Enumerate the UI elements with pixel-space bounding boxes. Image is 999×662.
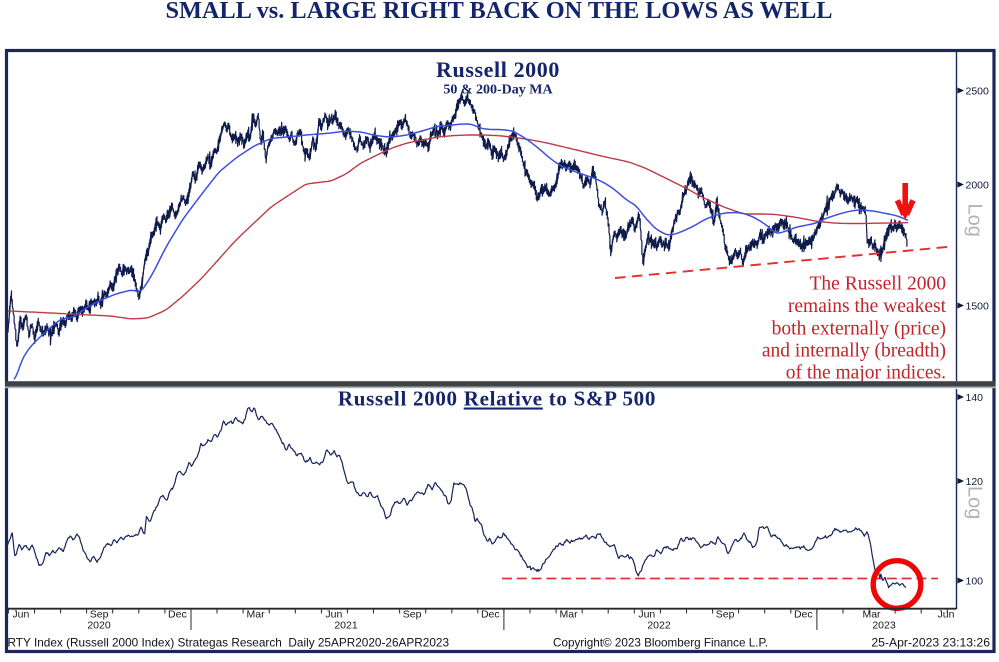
- svg-text:2000: 2000: [966, 179, 990, 191]
- svg-text:100: 100: [966, 575, 984, 587]
- svg-text:Sep: Sep: [90, 609, 109, 621]
- svg-text:The Russell 2000: The Russell 2000: [810, 274, 947, 295]
- svg-text:Russell 2000: Russell 2000: [436, 57, 560, 82]
- svg-text:Mar: Mar: [247, 609, 266, 621]
- svg-text:120: 120: [966, 476, 984, 488]
- svg-text:2500: 2500: [966, 85, 990, 97]
- svg-text:Log: Log: [964, 486, 986, 519]
- svg-text:Mar: Mar: [560, 609, 579, 621]
- svg-text:Dec: Dec: [794, 609, 813, 621]
- svg-text:Russell 2000 Relative to S&P 5: Russell 2000 Relative to S&P 500: [338, 387, 656, 411]
- svg-text:2021: 2021: [334, 620, 358, 632]
- svg-text:and internally (breadth): and internally (breadth): [762, 341, 946, 362]
- svg-text:140: 140: [966, 392, 984, 404]
- svg-text:Jun: Jun: [325, 609, 342, 621]
- svg-text:Log: Log: [964, 204, 986, 237]
- svg-text:Jun: Jun: [938, 609, 955, 621]
- svg-text:Dec: Dec: [481, 609, 500, 621]
- svg-text:Sep: Sep: [403, 609, 422, 621]
- svg-text:1500: 1500: [966, 300, 990, 312]
- svg-text:SMALL vs. LARGE RIGHT BACK ON: SMALL vs. LARGE RIGHT BACK ON THE LOWS A…: [165, 0, 832, 24]
- svg-text:Jun: Jun: [638, 609, 655, 621]
- svg-text:50 & 200-Day MA: 50 & 200-Day MA: [443, 83, 553, 98]
- svg-text:Dec: Dec: [168, 609, 187, 621]
- svg-text:Mar: Mar: [862, 609, 881, 621]
- svg-text:remains the weakest: remains the weakest: [788, 296, 947, 317]
- svg-text:Jun: Jun: [12, 609, 29, 621]
- svg-text:Sep: Sep: [716, 609, 735, 621]
- svg-text:2020: 2020: [87, 620, 111, 632]
- svg-text:2023: 2023: [872, 620, 896, 632]
- svg-text:RTY Index (Russell 2000 Index): RTY Index (Russell 2000 Index) Strategas…: [8, 635, 450, 649]
- svg-text:Copyright© 2023 Bloomberg Fina: Copyright© 2023 Bloomberg Finance L.P.: [553, 636, 768, 649]
- svg-text:both externally (price): both externally (price): [772, 319, 946, 340]
- svg-text:2022: 2022: [647, 620, 671, 632]
- svg-text:25-Apr-2023 23:13:26: 25-Apr-2023 23:13:26: [871, 635, 990, 649]
- svg-text:of the major indices.: of the major indices.: [786, 363, 946, 384]
